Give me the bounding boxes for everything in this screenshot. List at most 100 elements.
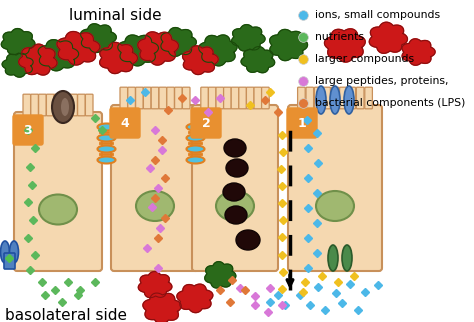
FancyBboxPatch shape: [306, 87, 314, 109]
Text: nutrients: nutrients: [315, 32, 364, 42]
FancyBboxPatch shape: [254, 87, 262, 109]
FancyBboxPatch shape: [111, 105, 199, 271]
Text: bacterial components (LPS): bacterial components (LPS): [315, 98, 465, 108]
Ellipse shape: [236, 230, 260, 250]
Polygon shape: [241, 47, 274, 73]
Polygon shape: [118, 35, 158, 66]
Polygon shape: [177, 284, 213, 313]
FancyBboxPatch shape: [231, 87, 239, 109]
Ellipse shape: [344, 86, 354, 114]
FancyBboxPatch shape: [224, 87, 231, 109]
Polygon shape: [57, 32, 100, 65]
Ellipse shape: [330, 86, 340, 114]
FancyBboxPatch shape: [144, 87, 151, 109]
Polygon shape: [2, 53, 33, 77]
FancyBboxPatch shape: [151, 87, 159, 109]
Ellipse shape: [316, 191, 354, 221]
FancyBboxPatch shape: [287, 108, 317, 138]
Polygon shape: [182, 46, 218, 74]
FancyBboxPatch shape: [262, 87, 269, 109]
Text: large peptides, proteins,: large peptides, proteins,: [315, 76, 448, 86]
FancyBboxPatch shape: [70, 94, 77, 116]
FancyBboxPatch shape: [191, 108, 221, 138]
FancyBboxPatch shape: [128, 87, 136, 109]
FancyBboxPatch shape: [31, 94, 38, 116]
FancyBboxPatch shape: [201, 87, 209, 109]
FancyBboxPatch shape: [85, 94, 93, 116]
Ellipse shape: [186, 135, 204, 141]
Polygon shape: [1, 29, 35, 55]
Ellipse shape: [98, 124, 116, 130]
Ellipse shape: [61, 98, 69, 116]
Ellipse shape: [186, 146, 204, 153]
FancyBboxPatch shape: [246, 87, 254, 109]
Ellipse shape: [39, 194, 77, 224]
FancyBboxPatch shape: [209, 87, 216, 109]
Text: 1: 1: [298, 117, 306, 129]
Polygon shape: [199, 35, 237, 66]
FancyBboxPatch shape: [365, 87, 373, 109]
FancyBboxPatch shape: [314, 87, 322, 109]
Polygon shape: [205, 262, 236, 288]
FancyBboxPatch shape: [23, 94, 31, 116]
Polygon shape: [38, 40, 79, 71]
FancyBboxPatch shape: [46, 94, 54, 116]
Ellipse shape: [216, 191, 254, 221]
Polygon shape: [100, 43, 137, 73]
FancyBboxPatch shape: [136, 87, 143, 109]
Ellipse shape: [316, 86, 326, 114]
Polygon shape: [270, 29, 308, 61]
Polygon shape: [143, 293, 181, 322]
Ellipse shape: [342, 245, 352, 271]
Ellipse shape: [186, 156, 204, 164]
FancyBboxPatch shape: [174, 87, 182, 109]
FancyBboxPatch shape: [110, 108, 140, 138]
FancyBboxPatch shape: [182, 87, 190, 109]
Polygon shape: [232, 25, 265, 51]
Ellipse shape: [98, 156, 116, 164]
FancyBboxPatch shape: [339, 87, 347, 109]
FancyBboxPatch shape: [323, 87, 330, 109]
Ellipse shape: [186, 124, 204, 130]
Text: 3: 3: [24, 124, 32, 137]
Ellipse shape: [0, 241, 9, 263]
FancyBboxPatch shape: [62, 94, 70, 116]
Text: 2: 2: [201, 117, 210, 129]
Text: 4: 4: [120, 117, 129, 129]
FancyBboxPatch shape: [167, 87, 174, 109]
FancyBboxPatch shape: [159, 87, 166, 109]
Ellipse shape: [223, 183, 245, 201]
FancyBboxPatch shape: [288, 105, 382, 271]
Ellipse shape: [98, 135, 116, 141]
Ellipse shape: [9, 241, 18, 263]
FancyBboxPatch shape: [348, 87, 356, 109]
FancyBboxPatch shape: [298, 87, 305, 109]
Polygon shape: [369, 22, 408, 53]
FancyBboxPatch shape: [120, 87, 128, 109]
FancyBboxPatch shape: [13, 115, 43, 145]
Text: basolateral side: basolateral side: [5, 308, 127, 322]
Polygon shape: [138, 271, 172, 298]
FancyBboxPatch shape: [216, 87, 224, 109]
Polygon shape: [18, 44, 57, 75]
Ellipse shape: [136, 191, 174, 221]
FancyBboxPatch shape: [38, 94, 46, 116]
Ellipse shape: [52, 91, 74, 123]
FancyBboxPatch shape: [78, 94, 85, 116]
FancyBboxPatch shape: [192, 105, 278, 271]
FancyBboxPatch shape: [54, 94, 62, 116]
FancyBboxPatch shape: [4, 253, 15, 269]
Polygon shape: [161, 28, 196, 56]
FancyBboxPatch shape: [14, 112, 102, 271]
Polygon shape: [81, 24, 116, 52]
Text: ions, small compounds: ions, small compounds: [315, 10, 440, 20]
Ellipse shape: [98, 146, 116, 153]
FancyBboxPatch shape: [356, 87, 364, 109]
Ellipse shape: [226, 159, 248, 177]
Text: larger compounds: larger compounds: [315, 54, 414, 64]
Ellipse shape: [224, 139, 246, 157]
FancyBboxPatch shape: [331, 87, 339, 109]
FancyBboxPatch shape: [239, 87, 246, 109]
Polygon shape: [402, 39, 435, 65]
Ellipse shape: [225, 206, 247, 224]
